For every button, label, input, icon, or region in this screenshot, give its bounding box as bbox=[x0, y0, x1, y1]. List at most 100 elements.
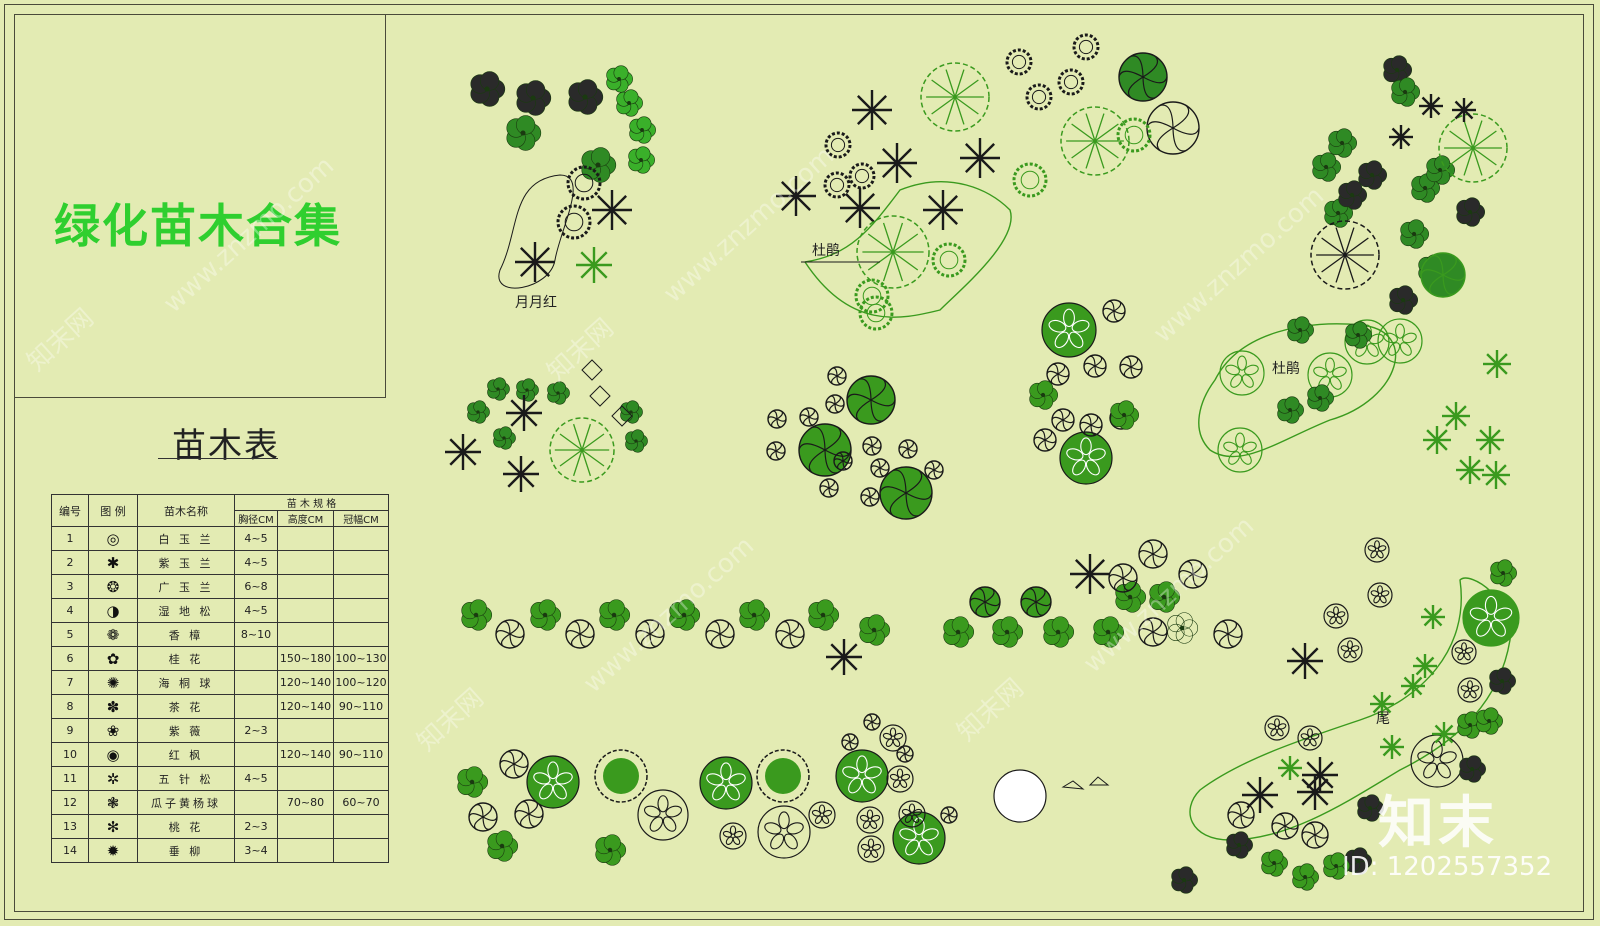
cell-diameter: 2~3 bbox=[234, 814, 278, 839]
caption-underline bbox=[158, 458, 278, 459]
shrub-symbol bbox=[487, 830, 519, 862]
tree-symbol bbox=[1227, 801, 1255, 829]
cell-name: 瓜子黄杨球 bbox=[137, 790, 235, 815]
shrub-symbol bbox=[461, 599, 493, 631]
shrub-symbol bbox=[1389, 285, 1419, 315]
shrub-symbol bbox=[530, 599, 562, 631]
flower-symbol bbox=[1451, 639, 1477, 665]
tree-symbol bbox=[1413, 654, 1437, 678]
cell-crown bbox=[333, 526, 389, 551]
tree-symbol bbox=[1456, 456, 1484, 484]
cell-no: 11 bbox=[51, 766, 89, 791]
tree-symbol bbox=[1370, 692, 1394, 716]
cell-height: 120~140 bbox=[277, 670, 334, 695]
tree-symbol bbox=[1005, 48, 1033, 76]
shrub-symbol bbox=[992, 616, 1024, 648]
tree-symbol bbox=[856, 215, 930, 289]
flower-symbol bbox=[1059, 431, 1113, 485]
shrub-symbol bbox=[595, 834, 627, 866]
shrub-symbol bbox=[1292, 863, 1319, 891]
tree-symbol bbox=[445, 434, 481, 470]
plant-symbol-icon: ✻ bbox=[106, 817, 120, 836]
tree-symbol bbox=[503, 456, 539, 492]
flower-symbol bbox=[699, 756, 753, 810]
shrub-symbol bbox=[1426, 155, 1456, 185]
shrub-symbol bbox=[1149, 581, 1181, 613]
tree-symbol bbox=[898, 439, 918, 459]
tree-symbol bbox=[819, 478, 839, 498]
tree-symbol bbox=[841, 733, 859, 751]
cell-crown bbox=[333, 838, 389, 863]
cell-no: 5 bbox=[51, 622, 89, 647]
tree-symbol bbox=[862, 436, 882, 456]
cell-name-text: 广 玉 兰 bbox=[158, 580, 214, 594]
flower-symbol bbox=[1297, 725, 1323, 751]
tree-symbol bbox=[1060, 106, 1130, 176]
cell-name: 红 枫 bbox=[137, 742, 235, 767]
tree-symbol bbox=[931, 242, 967, 278]
plant-symbol-icon: ❁ bbox=[106, 625, 120, 644]
tree-symbol bbox=[969, 586, 1001, 618]
tree-symbol bbox=[767, 409, 787, 429]
cell-name: 白 玉 兰 bbox=[137, 526, 235, 551]
cell-no: 6 bbox=[51, 646, 89, 671]
cell-crown: 60~70 bbox=[333, 790, 389, 815]
flower-symbol bbox=[719, 822, 747, 850]
outer-frame bbox=[4, 4, 1594, 920]
tree-symbol bbox=[1118, 52, 1168, 102]
shrub-symbol bbox=[516, 378, 539, 402]
flower-symbol bbox=[808, 801, 836, 829]
cell-diameter-text: 2~3 bbox=[244, 820, 268, 833]
label-rose: 月月红 bbox=[515, 295, 557, 311]
cell-name-text: 红 枫 bbox=[168, 748, 204, 762]
shrub-symbol bbox=[1391, 77, 1421, 107]
cell-no: 4 bbox=[51, 598, 89, 623]
cell-name-text: 白 玉 兰 bbox=[158, 532, 214, 546]
tree-symbol bbox=[1119, 355, 1143, 379]
shrub-symbol bbox=[493, 426, 516, 450]
shrub-symbol bbox=[1093, 616, 1125, 648]
cell-crown: 90~110 bbox=[333, 694, 389, 719]
tree-symbol bbox=[840, 188, 880, 228]
table-row: 2 ✱ 紫 玉 兰 4~5 bbox=[51, 550, 389, 575]
flower-symbol bbox=[857, 835, 885, 863]
tree-symbol bbox=[576, 247, 612, 283]
flower-symbol bbox=[1462, 589, 1520, 647]
shrub-symbol bbox=[629, 116, 656, 144]
tree-symbol bbox=[1146, 101, 1200, 155]
brand-logo: 知末 bbox=[1378, 791, 1498, 856]
table-row: 4 ◑ 湿 地 松 4~5 bbox=[51, 598, 389, 623]
shrub-symbol bbox=[581, 147, 617, 183]
cell-no-text: 3 bbox=[66, 580, 74, 593]
shrub-symbol bbox=[943, 616, 975, 648]
cell-name-text: 海 桐 球 bbox=[158, 676, 214, 690]
table-row: 14 ✹ 垂 柳 3~4 bbox=[51, 838, 389, 863]
flower-symbol bbox=[1264, 715, 1290, 741]
tree-symbol bbox=[823, 171, 851, 199]
table-row: 11 ✲ 五 针 松 4~5 bbox=[51, 766, 389, 791]
shrub-symbol bbox=[628, 146, 655, 174]
cell-height: 70~80 bbox=[277, 790, 334, 815]
tree-symbol bbox=[1079, 413, 1103, 437]
cell-height bbox=[277, 718, 334, 743]
tree-symbol bbox=[1271, 812, 1299, 840]
plant-symbol-icon: ✺ bbox=[106, 673, 120, 692]
shrub-symbol bbox=[669, 599, 701, 631]
cell-height bbox=[277, 814, 334, 839]
tree-symbol bbox=[1020, 586, 1052, 618]
tree-symbol bbox=[1380, 735, 1404, 759]
cell-height bbox=[277, 838, 334, 863]
cell-diameter-text: 2~3 bbox=[244, 724, 268, 737]
cell-legend-icon: ❁ bbox=[88, 622, 138, 647]
shrub-symbol bbox=[547, 381, 570, 405]
tree-symbol bbox=[1070, 554, 1110, 594]
tree-symbol bbox=[940, 806, 958, 824]
flower-symbol bbox=[1364, 537, 1390, 563]
tree-symbol bbox=[1301, 821, 1329, 849]
cell-name: 紫 薇 bbox=[137, 718, 235, 743]
shrub-symbol bbox=[467, 400, 490, 424]
cell-no-text: 14 bbox=[63, 844, 77, 857]
flower-symbol bbox=[526, 755, 580, 809]
shrub-symbol bbox=[620, 400, 643, 424]
